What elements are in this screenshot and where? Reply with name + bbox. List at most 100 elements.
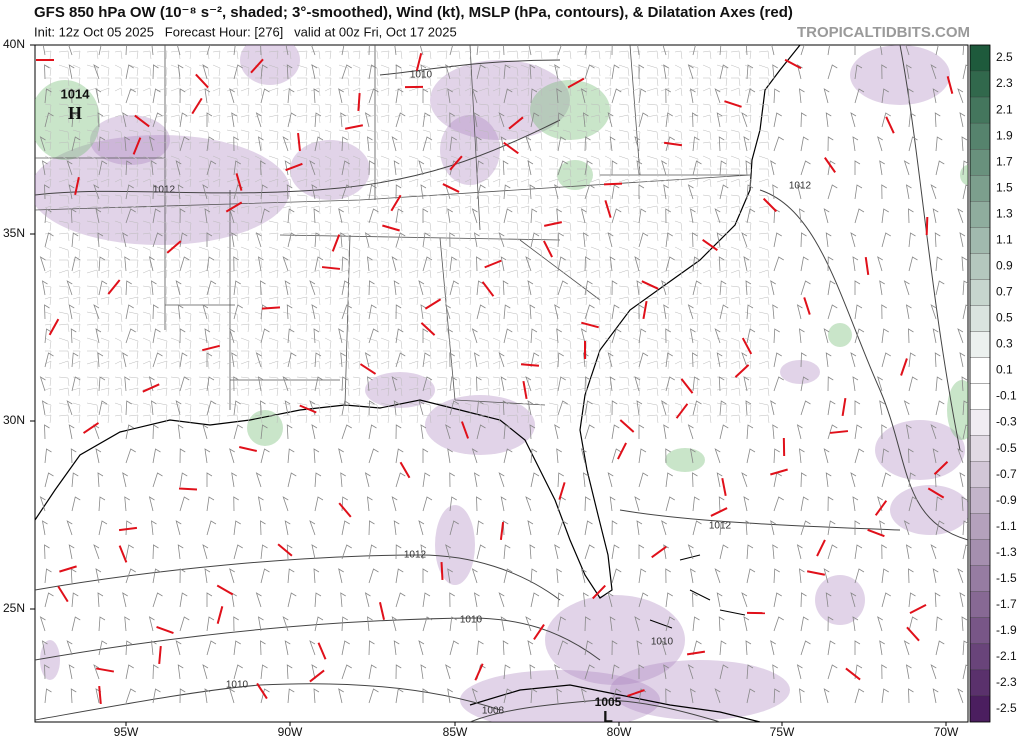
county-line: [534, 178, 543, 188]
county-line: [702, 220, 712, 232]
county-line: [576, 296, 588, 306]
dilatation-axis: [520, 363, 540, 367]
county-line: [268, 246, 279, 259]
county-line: [660, 220, 670, 232]
county-line: [478, 285, 490, 296]
county-line: [100, 311, 110, 323]
county-line: [310, 387, 321, 397]
county-line: [44, 337, 52, 350]
county-line: [213, 168, 221, 178]
county-line: [758, 129, 770, 141]
county-line: [646, 114, 659, 124]
county-line: [184, 205, 192, 215]
wind-barb: [773, 592, 782, 608]
map-subtitle: Init: 12z Oct 05 2025 Forecast Hour: [27…: [34, 24, 457, 39]
county-line: [534, 141, 543, 151]
wind-barb: [689, 328, 696, 344]
wind-barb: [525, 496, 532, 512]
county-line: [520, 64, 530, 77]
county-line: [157, 350, 168, 360]
county-line: [324, 50, 332, 60]
county-line: [240, 178, 250, 188]
county-line: [212, 311, 221, 323]
county-line: [296, 194, 308, 205]
county-line: [72, 337, 81, 350]
county-line: [268, 50, 279, 60]
county-line: [311, 350, 321, 360]
county-line: [674, 387, 683, 397]
wind-barb: [557, 520, 568, 536]
wind-barb: [393, 400, 400, 416]
wind-barb: [530, 328, 538, 344]
county-line: [688, 178, 699, 188]
county-line: [408, 414, 419, 424]
county-line: [618, 87, 630, 97]
county-line: [577, 77, 588, 87]
county-line: [702, 360, 712, 370]
wind-barb: [368, 400, 375, 416]
county-line: [506, 337, 519, 350]
wind-barb: [151, 160, 157, 176]
wind-barb: [743, 376, 750, 392]
county-line: [744, 337, 752, 350]
county-line: [268, 129, 279, 141]
wind-barb: [311, 184, 318, 200]
county-line: [422, 414, 432, 424]
county-line: [114, 155, 123, 168]
county-line: [114, 129, 123, 141]
wind-barb: [930, 424, 937, 440]
wind-barb: [71, 592, 79, 608]
wind-barb: [719, 640, 727, 656]
county-line: [184, 376, 192, 387]
wind-barb: [71, 376, 81, 392]
county-line: [744, 232, 752, 242]
county-line: [142, 232, 152, 242]
county-line: [72, 296, 81, 306]
wind-barb: [665, 568, 671, 584]
wind-barb: [665, 112, 673, 128]
county-line: [577, 259, 588, 269]
colorbar-segment: [969, 175, 991, 202]
county-line: [450, 103, 461, 114]
wind-barb: [286, 544, 293, 560]
county-line: [198, 387, 210, 397]
county-line: [395, 168, 403, 178]
county-line: [366, 114, 379, 124]
county-line: [478, 129, 490, 141]
county-line: [282, 178, 292, 188]
county-line: [380, 269, 390, 279]
dilatation-axis: [946, 76, 954, 94]
county-line: [758, 296, 770, 306]
county-line: [604, 103, 612, 114]
county-line: [674, 87, 683, 97]
wind-barb: [502, 400, 509, 416]
wind-barb: [609, 496, 616, 512]
county-line: [422, 285, 432, 296]
colorbar-segment: [969, 201, 991, 228]
ow-shading: [90, 115, 170, 165]
dilatation-axis: [543, 221, 563, 227]
county-line: [492, 376, 501, 387]
county-line: [171, 77, 181, 87]
county-line: [212, 64, 221, 77]
wind-barb: [611, 280, 618, 296]
county-line: [282, 296, 292, 306]
wind-barb: [395, 304, 402, 320]
county-line: [422, 296, 432, 306]
dilatation-axis: [48, 318, 60, 336]
wind-barb: [66, 280, 73, 296]
county-line: [128, 414, 139, 424]
wind-barb: [825, 352, 832, 368]
county-line: [394, 50, 403, 60]
county-line: [688, 129, 699, 141]
county-line: [311, 168, 321, 178]
wind-barb: [202, 304, 209, 320]
dilatation-axis: [132, 137, 142, 155]
wind-barb: [449, 496, 457, 512]
wind-barb: [877, 256, 883, 272]
county-line: [660, 87, 670, 97]
county-line: [507, 259, 519, 269]
county-line: [156, 129, 168, 141]
county-line: [660, 402, 670, 414]
map-title: GFS 850 hPa OW (10⁻⁸ s⁻², shaded; 3°-smo…: [34, 4, 793, 21]
